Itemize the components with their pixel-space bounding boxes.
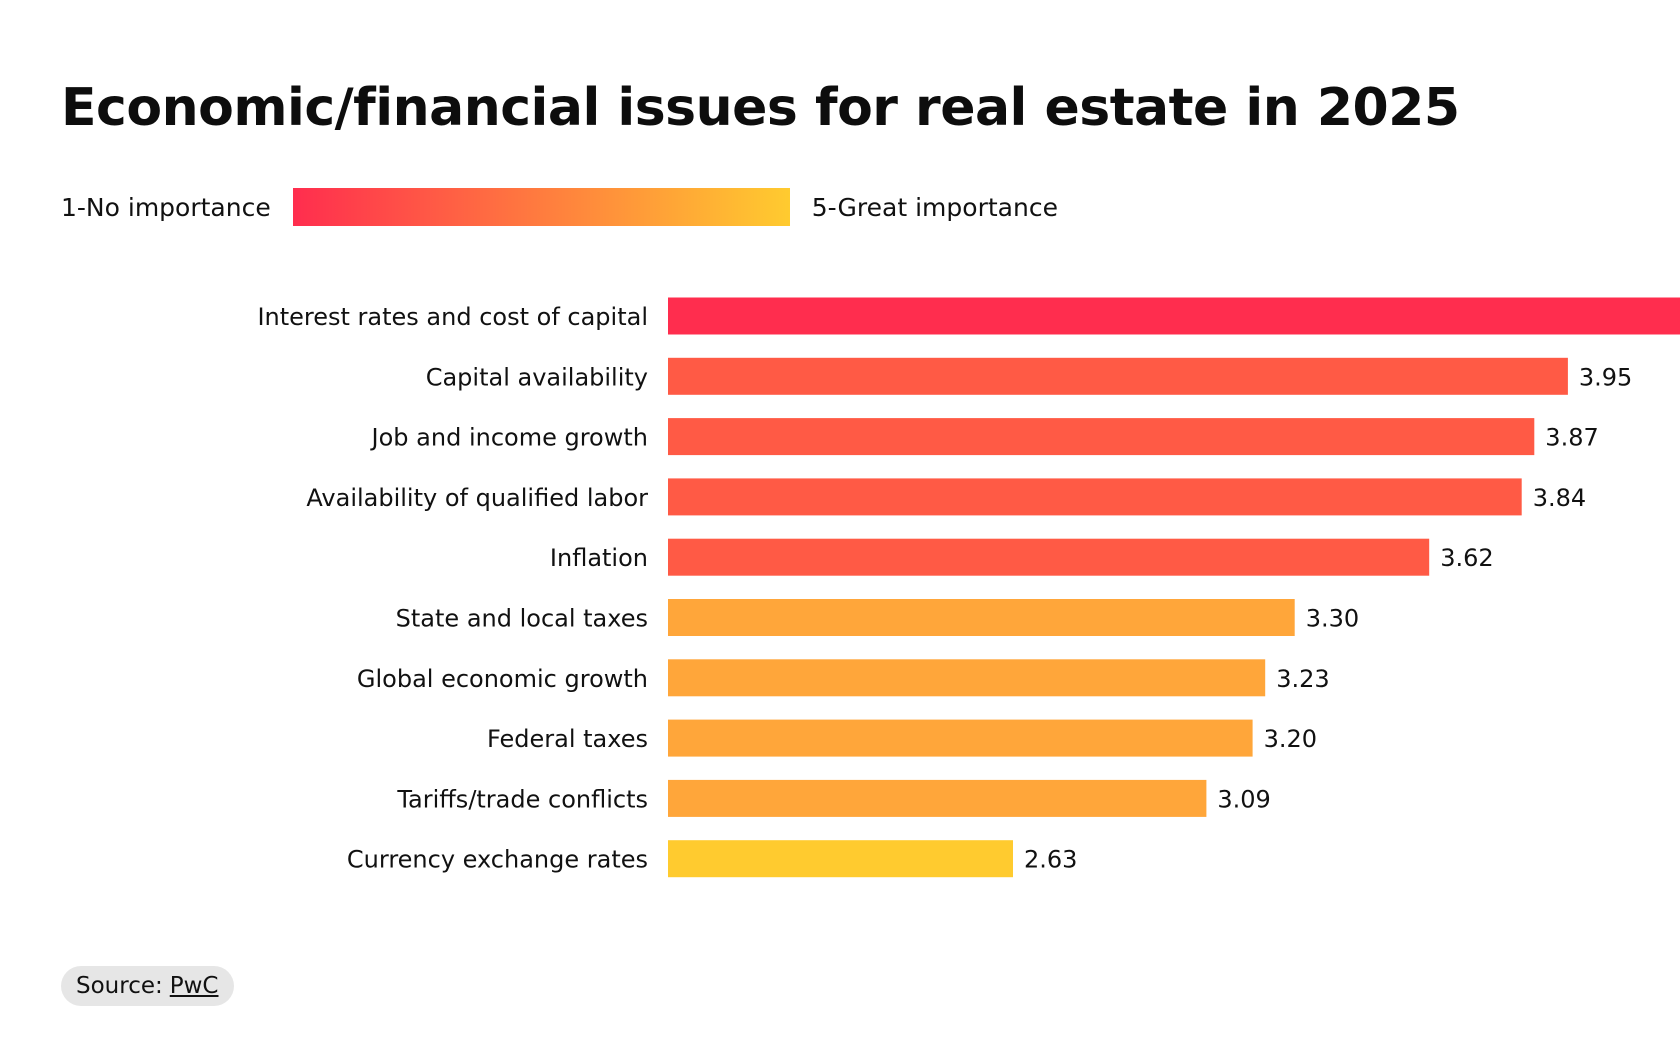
value-label-3: 3.87 — [1545, 424, 1598, 452]
category-label-4: Availability of qualified labor — [306, 484, 648, 512]
category-label-9: Tariffs/trade conflicts — [396, 785, 648, 813]
legend-low-label: 1-No importance — [61, 192, 271, 222]
category-label-7: Global economic growth — [357, 665, 648, 693]
bar-9 — [668, 779, 1207, 817]
category-label-2: Capital availability — [426, 363, 648, 391]
bar-4 — [668, 478, 1522, 516]
value-label-8: 3.20 — [1264, 725, 1317, 753]
bar-1 — [668, 297, 1680, 335]
bar-3 — [668, 418, 1535, 456]
category-label-6: State and local taxes — [396, 605, 648, 633]
value-label-5: 3.62 — [1440, 544, 1493, 572]
bar-6 — [668, 599, 1295, 636]
legend-gradient-bar — [292, 188, 790, 226]
chart-title: Economic/financial issues for real estat… — [61, 78, 1460, 138]
source-prefix: Source: — [76, 973, 163, 999]
value-label-2: 3.95 — [1579, 363, 1632, 391]
bar-8 — [668, 719, 1253, 757]
category-label-5: Inflation — [550, 544, 648, 572]
category-label-1: Interest rates and cost of capital — [257, 303, 648, 331]
category-label-3: Job and income growth — [370, 424, 648, 452]
category-label-10: Currency exchange rates — [347, 846, 648, 874]
value-label-7: 3.23 — [1276, 665, 1329, 693]
value-label-6: 3.30 — [1306, 605, 1359, 633]
color-scale-legend: 1-No importance 5-Great importance — [61, 188, 1058, 226]
value-label-9: 3.09 — [1217, 785, 1270, 813]
bar-10 — [668, 840, 1013, 878]
legend-high-label: 5-Great importance — [811, 192, 1058, 222]
bar-5 — [668, 538, 1430, 576]
value-label-10: 2.63 — [1024, 846, 1077, 874]
bar-2 — [668, 357, 1568, 395]
source-link[interactable]: PwC — [169, 973, 219, 999]
value-label-4: 3.84 — [1533, 484, 1586, 512]
source-note: Source: PwC — [61, 966, 234, 1006]
category-label-8: Federal taxes — [487, 725, 648, 753]
bar-7 — [668, 659, 1266, 697]
